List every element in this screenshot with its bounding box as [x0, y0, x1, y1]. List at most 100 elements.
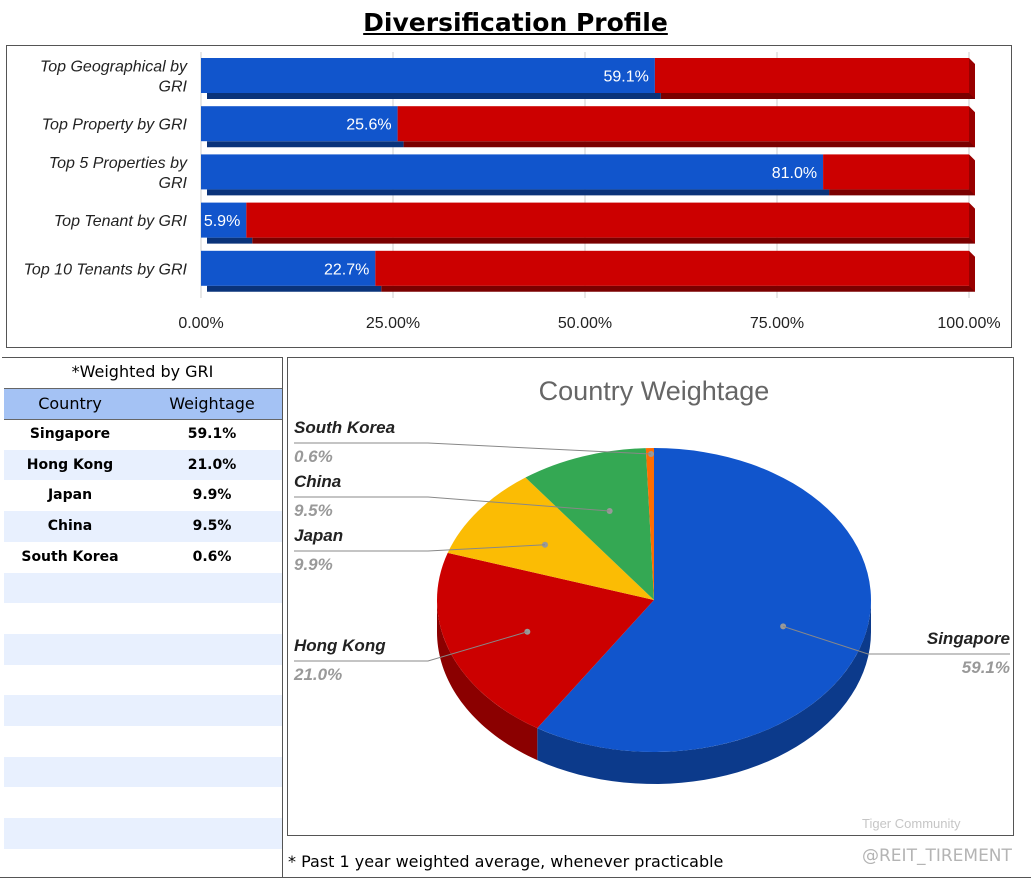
cell-weightage: 9.9%: [192, 487, 232, 504]
table-row-empty: [4, 787, 282, 818]
x-tick-label: 0.00%: [178, 315, 223, 332]
pie-leader-line: [294, 631, 528, 662]
x-tick-label: 50.00%: [558, 315, 612, 332]
pie-slice-label: Hong Kong: [294, 636, 386, 655]
bottom-divider: [0, 877, 1031, 878]
cell-country: Japan: [47, 487, 93, 504]
cell-country: Singapore: [29, 426, 111, 442]
watermark-handle: @REIT_TIREMENT: [862, 846, 1012, 866]
page-title: Diversification Profile: [363, 8, 668, 37]
pie-leader-line: [294, 544, 546, 552]
bar-shadow-side: [969, 202, 975, 244]
table-row-empty: [4, 695, 282, 726]
pie-slice: [525, 448, 654, 600]
cell-country: China: [47, 518, 93, 535]
bar-shadow-bottom: [252, 237, 975, 244]
country-weightage-pie-chart: Country Weightage Singapore 59.1% Hong Kong…: [293, 376, 1010, 784]
category-label: Top 5 Properties by: [49, 155, 188, 172]
bar-segment: [246, 202, 969, 238]
bar-segment: [201, 202, 247, 238]
bar-segment: [201, 154, 824, 190]
pie-leader-line: [782, 625, 1010, 655]
pie-slice: [537, 448, 871, 752]
header-country: Country: [38, 394, 102, 413]
table-row-empty: [4, 603, 282, 634]
category-label: GRI: [159, 79, 188, 96]
country-weightage-panel: Country Weightage Singapore 59.1% Hong Kong…: [287, 357, 1014, 836]
header-weightage: Weightage: [169, 394, 255, 413]
category-label: Top 10 Tenants by GRI: [24, 261, 188, 278]
diversification-bar-chart: 0.00% 25.00% 50.00% 75.00% 100.00% 59.1% Top G…: [24, 52, 1001, 332]
x-tick-label: 100.00%: [937, 315, 1000, 332]
pie-leader-line: [294, 442, 652, 455]
footnote: * Past 1 year weighted average, whenever…: [288, 852, 724, 871]
table-row: Japan 9.9%: [4, 480, 282, 511]
bar-segment: [397, 106, 969, 142]
pie-leader-dot: [606, 508, 613, 515]
pie-slice: [436, 552, 654, 729]
pie-slice-label: South Korea: [294, 418, 395, 437]
x-tick-label: 25.00%: [366, 315, 420, 332]
cell-weightage: 21.0%: [187, 456, 237, 473]
bar-shadow-side: [969, 106, 975, 148]
pie-slice-label: Japan: [294, 526, 343, 545]
bar-shadow-bottom: [207, 237, 253, 244]
table-row-empty: [4, 726, 282, 757]
cell-weightage: 0.6%: [192, 548, 232, 565]
pie-leader-line: [294, 496, 610, 512]
weightage-table: *Weighted by GRI Country Weightage Singa…: [2, 357, 283, 877]
bar-shadow-side: [969, 58, 975, 99]
category-label: GRI: [159, 175, 188, 192]
table-header-row: Country Weightage: [4, 388, 282, 420]
pie-title: Country Weightage: [539, 376, 770, 406]
table-row: Singapore 59.1%: [4, 419, 282, 450]
bar-data-label: 5.9%: [204, 213, 240, 230]
category-label: Top Tenant by GRI: [54, 213, 188, 230]
pie-slice-value: 59.1%: [962, 658, 1010, 677]
category-label: Top Geographical by: [40, 59, 188, 76]
bar-shadow-bottom: [381, 285, 975, 292]
pie-slice-label: China: [294, 472, 341, 491]
x-tick-label: 75.00%: [750, 315, 804, 332]
bar-segment: [201, 250, 376, 286]
bar-segment: [823, 154, 969, 190]
bar-segment: [654, 58, 969, 93]
bar-shadow-bottom: [829, 189, 975, 196]
bar-shadow-side: [969, 154, 975, 196]
bar-shadow-bottom: [207, 93, 661, 99]
bar-segment: [375, 250, 969, 286]
pie-slice: [645, 448, 654, 600]
bar-segment: [201, 58, 655, 93]
bar-data-label: 59.1%: [604, 69, 649, 86]
pie-slice: [447, 477, 654, 600]
bar-shadow-bottom: [660, 93, 975, 99]
table-row-empty: [4, 665, 282, 696]
bar-data-label: 22.7%: [324, 261, 369, 278]
bar-data-label: 81.0%: [772, 165, 817, 182]
bar-segment: [201, 106, 398, 142]
bar-shadow-bottom: [207, 141, 404, 148]
table-row: China 9.5%: [4, 511, 282, 542]
table-title: *Weighted by GRI: [71, 362, 214, 381]
pie-slice-value: 0.6%: [294, 447, 333, 466]
diversification-bar-panel: 0.00% 25.00% 50.00% 75.00% 100.00% 59.1% Top G…: [6, 45, 1012, 348]
watermark-community: Tiger Community: [862, 816, 961, 831]
bar-shadow-bottom: [207, 285, 382, 292]
table-row: Hong Kong 21.0%: [4, 449, 282, 481]
pie-slice-value: 9.5%: [294, 501, 333, 520]
bar-shadow-bottom: [403, 141, 975, 148]
table-row-empty: [4, 572, 282, 604]
bar-data-label: 25.6%: [346, 117, 391, 134]
pie-slice-side: [537, 600, 871, 784]
cell-country: Hong Kong: [26, 456, 114, 473]
cell-country: South Korea: [21, 548, 119, 565]
pie-slice-value: 9.9%: [294, 555, 333, 574]
cell-weightage: 9.5%: [192, 518, 232, 535]
table-row-empty: [4, 756, 282, 788]
table-row: South Korea 0.6%: [4, 542, 282, 573]
pie-slice-label: Singapore: [927, 629, 1010, 648]
pie-leader-dot: [524, 628, 531, 635]
cell-weightage: 59.1%: [187, 426, 237, 442]
pie-slice-side: [437, 600, 538, 761]
bar-shadow-bottom: [207, 189, 830, 196]
